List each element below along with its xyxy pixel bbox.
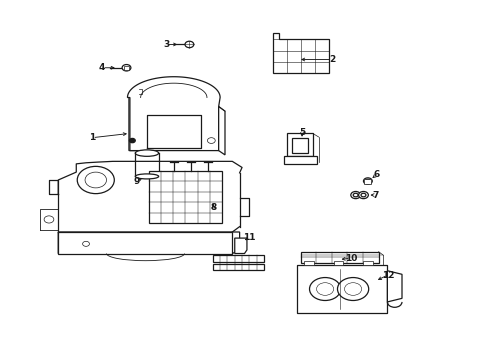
Bar [304, 261, 314, 265]
Circle shape [344, 283, 361, 295]
Bar [364, 179, 370, 184]
Circle shape [337, 278, 368, 301]
Bar [149, 171, 221, 223]
Text: 12: 12 [381, 270, 393, 279]
Text: 8: 8 [210, 203, 216, 212]
Text: 4: 4 [99, 63, 105, 72]
Circle shape [309, 278, 340, 301]
Polygon shape [234, 238, 246, 253]
Circle shape [360, 193, 365, 197]
Bar [58, 232, 232, 253]
Polygon shape [386, 271, 401, 302]
Text: 10: 10 [344, 254, 356, 263]
Circle shape [365, 179, 369, 183]
Circle shape [350, 192, 360, 199]
Circle shape [352, 193, 357, 197]
Circle shape [316, 283, 333, 295]
Text: 7: 7 [371, 190, 378, 199]
Bar [212, 255, 264, 262]
Circle shape [358, 192, 367, 199]
Text: 6: 6 [372, 171, 379, 180]
Bar [333, 261, 343, 265]
Polygon shape [297, 265, 386, 313]
Polygon shape [127, 77, 220, 150]
Circle shape [82, 241, 89, 246]
Circle shape [85, 172, 106, 188]
Ellipse shape [135, 174, 158, 179]
Text: 9: 9 [133, 176, 139, 185]
Text: 1: 1 [89, 133, 95, 142]
Polygon shape [58, 232, 239, 253]
Polygon shape [287, 134, 312, 156]
Bar [123, 66, 129, 70]
Text: 11: 11 [243, 233, 255, 242]
Circle shape [122, 64, 131, 71]
Circle shape [77, 166, 114, 194]
Polygon shape [291, 138, 308, 153]
Bar [212, 264, 264, 270]
Ellipse shape [135, 150, 158, 156]
Polygon shape [129, 87, 139, 150]
Circle shape [207, 138, 215, 143]
Text: 5: 5 [298, 128, 305, 137]
Circle shape [44, 216, 54, 223]
Polygon shape [283, 156, 316, 163]
Text: 3: 3 [163, 40, 169, 49]
Polygon shape [218, 107, 224, 155]
Bar [300, 252, 378, 263]
Text: 2: 2 [328, 55, 335, 64]
Circle shape [363, 178, 371, 184]
Bar [362, 261, 372, 265]
Circle shape [184, 41, 193, 48]
Polygon shape [272, 33, 328, 73]
Circle shape [129, 138, 135, 143]
